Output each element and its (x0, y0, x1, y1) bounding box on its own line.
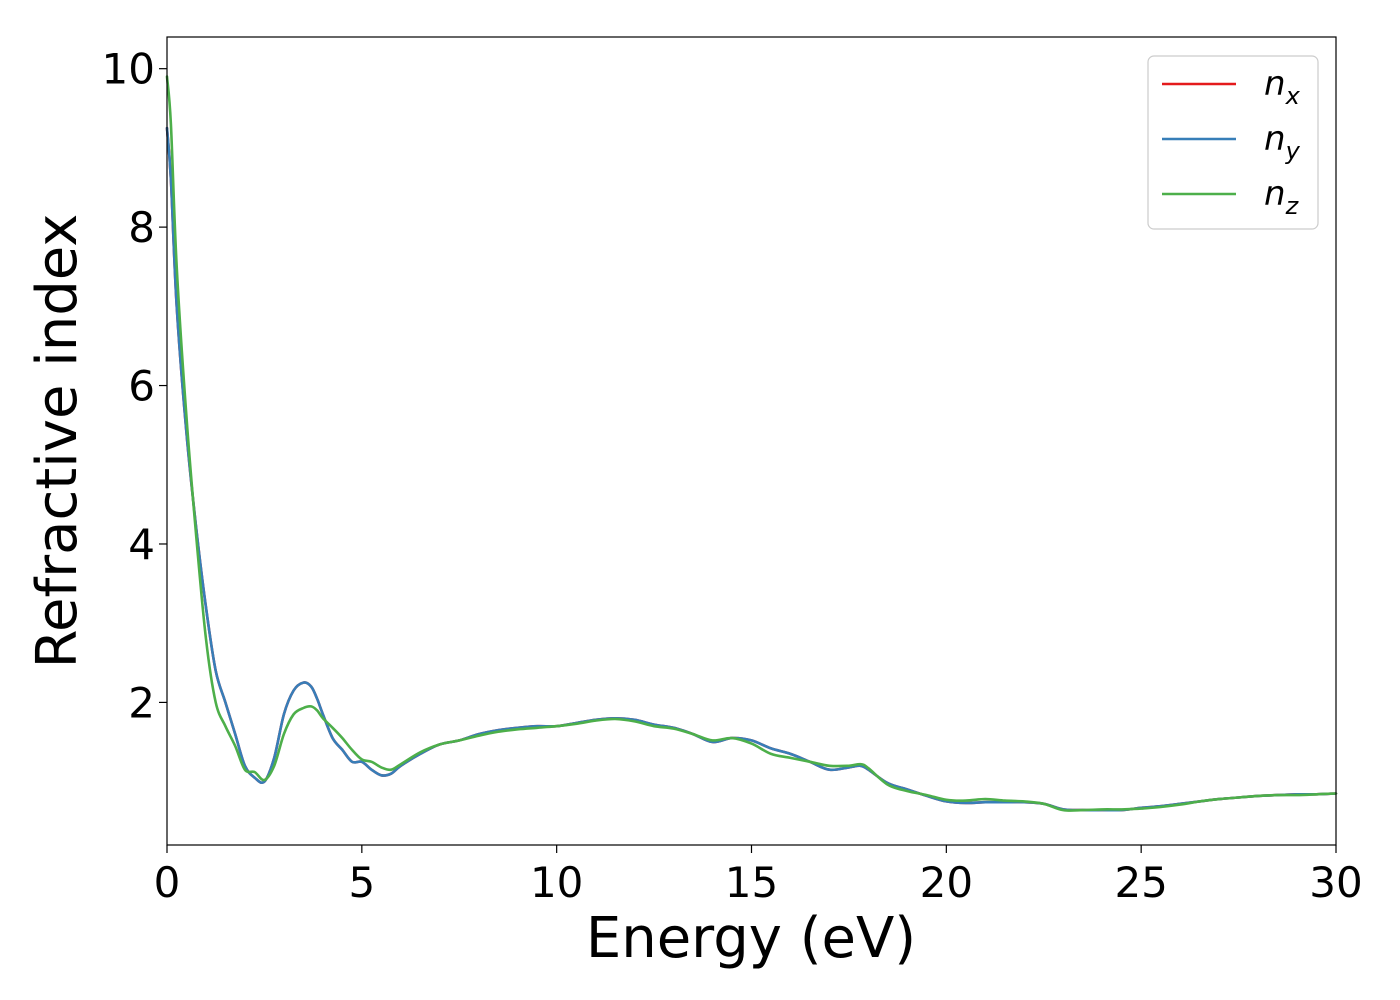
x-tick-label: 30 (1309, 858, 1362, 907)
y-tick-label: 6 (128, 362, 155, 411)
x-axis-ticks: 0 5 10 15 20 25 30 (154, 845, 1363, 907)
y-tick-label: 4 (128, 520, 155, 569)
y-tick-label: 2 (128, 678, 155, 727)
x-axis-label: Energy (eV) (586, 906, 916, 971)
x-tick-label: 0 (154, 858, 181, 907)
y-axis-label: Refractive index (25, 214, 90, 669)
legend-subscript: z (1285, 192, 1300, 220)
legend-label-nx: nx (1264, 64, 1301, 110)
legend-subscript: x (1285, 82, 1301, 110)
legend-label-nz: nz (1264, 174, 1300, 220)
series-line-nz (165, 75, 1338, 812)
plot-background (167, 37, 1336, 845)
y-tick-label: 8 (128, 203, 155, 252)
x-tick-label: 10 (530, 858, 583, 907)
x-tick-label: 25 (1114, 858, 1167, 907)
legend-subscript: y (1285, 137, 1301, 165)
legend-label-ny: ny (1264, 119, 1301, 165)
x-tick-label: 20 (920, 858, 973, 907)
x-tick-label: 15 (725, 858, 778, 907)
legend-items: nx ny nz (1162, 64, 1301, 220)
series-layer (165, 75, 1338, 812)
legend: nx ny nz (1147, 55, 1319, 230)
legend-box (1147, 55, 1319, 230)
x-tick-label: 5 (348, 858, 375, 907)
y-axis-ticks: 2 4 6 8 10 (102, 45, 167, 727)
y-tick-label: 10 (102, 45, 155, 94)
